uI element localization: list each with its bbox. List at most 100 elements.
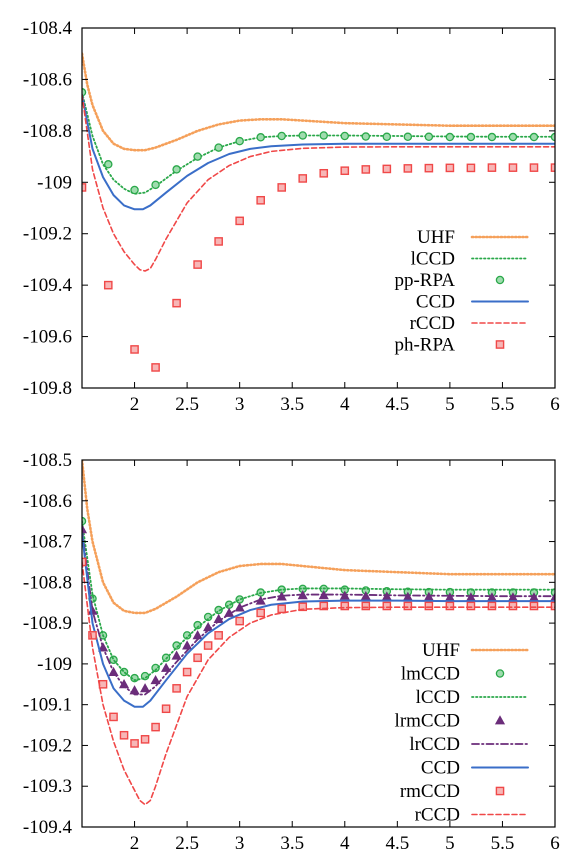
data-point [508, 163, 518, 172]
data-point [550, 163, 555, 172]
legend-label: pp-RPA [394, 270, 455, 291]
data-point [340, 166, 350, 176]
legend-label: ph-RPA [394, 335, 455, 356]
y-tick-label: -108.9 [23, 613, 72, 634]
data-point [549, 592, 555, 602]
series-pp-RPA-markers [82, 88, 555, 195]
series-lrCCD-line [82, 528, 555, 696]
series-UHF-line [82, 52, 555, 152]
data-point [150, 674, 161, 685]
data-point [235, 616, 244, 626]
legend-label: rCCD [410, 313, 455, 334]
data-point [277, 183, 287, 192]
legend-marker [495, 669, 505, 678]
series-rCCD-line [82, 561, 555, 806]
legend-label: lrCCD [409, 734, 460, 755]
data-point [319, 601, 329, 611]
data-point [466, 163, 476, 173]
data-point [161, 704, 171, 714]
x-tick-label: 3 [235, 833, 245, 853]
data-point [403, 164, 413, 173]
x-tick-label: 6 [550, 394, 560, 415]
plot-area [82, 460, 555, 806]
series-UHF-line [82, 460, 555, 615]
data-point [445, 601, 455, 611]
y-tick-label: -108.6 [23, 491, 72, 512]
data-point [214, 631, 223, 640]
data-point [256, 195, 265, 205]
legend-marker [495, 340, 505, 349]
y-tick-label: -109.2 [23, 224, 72, 245]
data-point [445, 163, 455, 173]
data-point [298, 174, 308, 183]
data-point [424, 132, 434, 142]
x-tick-label: 5 [445, 833, 455, 853]
y-tick-label: -109.2 [23, 735, 72, 756]
legend-label: UHF [422, 640, 460, 661]
data-point [277, 131, 286, 141]
data-point [103, 280, 113, 290]
y-tick-label: -109.1 [23, 695, 72, 716]
data-point [193, 653, 202, 663]
x-tick-label: 4.5 [385, 394, 409, 415]
data-point [340, 601, 350, 611]
data-point [235, 216, 244, 226]
data-point [182, 667, 192, 677]
data-point [182, 631, 192, 640]
data-point [172, 298, 181, 308]
data-point [529, 601, 539, 611]
legend-label: rCCD [415, 805, 460, 826]
data-point [88, 631, 97, 640]
legend-label: UHF [417, 227, 455, 248]
legend-label: lCCD [416, 687, 460, 708]
legend-label: CCD [416, 292, 455, 313]
data-point [466, 601, 476, 611]
data-point [382, 601, 392, 611]
data-point [382, 132, 392, 142]
data-point [361, 601, 371, 611]
axes-frame [81, 27, 556, 389]
data-point [403, 601, 413, 611]
bottom-panel: 2 2.5 3 3.5 4 4.5 5 5.5 6 -108.5 -108.6 -108.7 -108.… [23, 450, 560, 853]
data-point [466, 132, 476, 142]
x-tick-label: 4 [340, 394, 350, 415]
data-point [139, 683, 151, 693]
series-rmCCD-markers [82, 557, 555, 748]
data-point [172, 165, 181, 174]
data-point [98, 679, 108, 689]
data-point [151, 722, 160, 732]
data-point [151, 663, 160, 673]
x-tick-label: 5.5 [491, 394, 515, 415]
data-point [172, 684, 181, 693]
data-point [424, 163, 434, 173]
x-tick-label: 6 [550, 833, 560, 853]
x-tick-label: 2.5 [175, 833, 199, 853]
data-point [119, 730, 129, 740]
y-tick-label: -109.3 [23, 776, 72, 797]
x-tick-label: 2.5 [175, 394, 199, 415]
data-point [550, 601, 555, 611]
data-point [130, 345, 139, 354]
data-point [340, 131, 350, 141]
data-point [104, 160, 113, 169]
data-point [256, 608, 265, 618]
x-tick-label: 4.5 [385, 833, 409, 853]
data-point [214, 143, 223, 152]
series-rCCD-line [82, 94, 555, 272]
data-point [151, 180, 160, 190]
data-point [171, 650, 182, 660]
data-point [298, 131, 307, 140]
legend-label: lmCCD [401, 664, 460, 685]
x-tick-label: 3 [235, 394, 245, 415]
y-tick-label: -108.8 [23, 572, 72, 593]
axes-frame [81, 459, 556, 828]
data-point [361, 165, 371, 174]
data-point [487, 132, 497, 142]
y-tick-label: -109.4 [23, 275, 73, 296]
data-point [319, 131, 329, 140]
y-tick-label: -109.6 [23, 327, 72, 348]
data-point [130, 185, 139, 195]
series-CCD-line [82, 532, 555, 708]
